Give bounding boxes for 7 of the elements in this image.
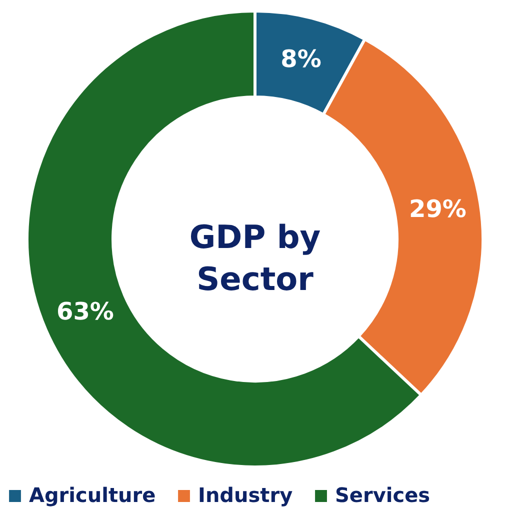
text: GDP by Sector [189, 218, 321, 298]
legend-label: Industry [198, 483, 293, 507]
data-label: 8% [280, 44, 322, 73]
legend-label: Services [335, 483, 430, 507]
data-label: 29% [408, 195, 466, 224]
data-label: 63% [56, 297, 114, 326]
legend-label: Agriculture [29, 483, 156, 507]
